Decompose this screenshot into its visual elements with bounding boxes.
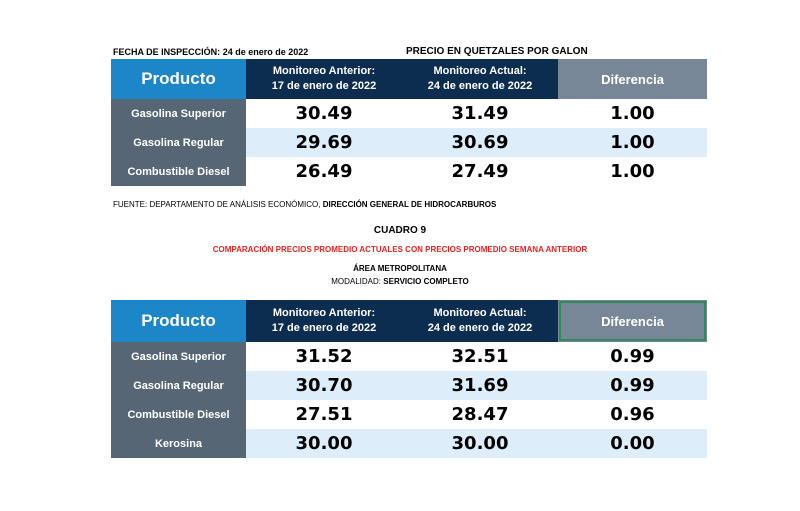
column-header-actual-line2: 24 de enero de 2022 <box>427 322 533 334</box>
modalidad-line: MODALIDAD: SERVICIO COMPLETO <box>0 277 800 286</box>
column-header-actual: Monitoreo Actual: 24 de enero de 2022 <box>402 59 558 99</box>
table-header-row: Producto Monitoreo Anterior: 17 de enero… <box>111 300 707 342</box>
price-anterior: 30.00 <box>246 429 402 458</box>
column-header-diferencia[interactable]: Diferencia <box>558 300 707 342</box>
price-actual: 30.69 <box>402 128 558 157</box>
column-header-anterior-line2: 17 de enero de 2022 <box>271 322 377 334</box>
price-anterior: 29.69 <box>246 128 402 157</box>
product-name: Gasolina Superior <box>111 342 246 371</box>
product-name: Kerosina <box>111 429 246 458</box>
inspection-date-label: FECHA DE INSPECCIÓN: <box>113 47 221 57</box>
price-anterior: 27.51 <box>246 400 402 429</box>
product-name: Gasolina Regular <box>111 371 246 400</box>
inspection-date: FECHA DE INSPECCIÓN: 24 de enero de 2022 <box>113 47 308 57</box>
column-header-anterior-line1: Monitoreo Anterior: <box>272 307 376 319</box>
product-name: Combustible Diesel <box>111 157 246 186</box>
column-header-diferencia: Diferencia <box>558 59 707 99</box>
table-row: Gasolina Regular 29.69 30.69 1.00 <box>111 128 707 157</box>
source-note: FUENTE: DEPARTAMENTO DE ANÁLISIS ECONÓMI… <box>113 200 496 209</box>
price-diferencia: 1.00 <box>558 99 707 128</box>
column-header-anterior: Monitoreo Anterior: 17 de enero de 2022 <box>246 59 402 99</box>
table-row: Combustible Diesel 26.49 27.49 1.00 <box>111 157 707 186</box>
table-header-row: Producto Monitoreo Anterior: 17 de enero… <box>111 59 707 99</box>
comparison-subtitle: COMPARACIÓN PRECIOS PROMEDIO ACTUALES CO… <box>212 245 588 254</box>
price-diferencia: 1.00 <box>558 157 707 186</box>
price-title: PRECIO EN QUETZALES POR GALON <box>406 46 588 57</box>
column-header-actual-line2: 24 de enero de 2022 <box>427 80 533 92</box>
table-row: Combustible Diesel 27.51 28.47 0.96 <box>111 400 707 429</box>
column-header-anterior: Monitoreo Anterior: 17 de enero de 2022 <box>246 300 402 342</box>
product-name: Gasolina Regular <box>111 128 246 157</box>
price-diferencia: 0.00 <box>558 429 707 458</box>
price-diferencia: 0.96 <box>558 400 707 429</box>
price-diferencia: 0.99 <box>558 371 707 400</box>
product-name: Gasolina Superior <box>111 99 246 128</box>
modalidad-label: MODALIDAD: <box>331 277 382 286</box>
area-label: ÁREA METROPOLITANA <box>353 264 447 273</box>
column-header-actual-line1: Monitoreo Actual: <box>433 65 527 77</box>
price-actual: 28.47 <box>402 400 558 429</box>
price-actual: 31.49 <box>402 99 558 128</box>
table-row: Gasolina Superior 31.52 32.51 0.99 <box>111 342 707 371</box>
price-actual: 31.69 <box>402 371 558 400</box>
price-anterior: 30.49 <box>246 99 402 128</box>
price-actual: 27.49 <box>402 157 558 186</box>
price-anterior: 31.52 <box>246 342 402 371</box>
table-row: Gasolina Regular 30.70 31.69 0.99 <box>111 371 707 400</box>
modalidad-value: SERVICIO COMPLETO <box>383 277 469 286</box>
table-row: Kerosina 30.00 30.00 0.00 <box>111 429 707 458</box>
column-header-producto: Producto <box>111 59 246 99</box>
inspection-date-value: 24 de enero de 2022 <box>222 47 309 57</box>
price-table-2: Producto Monitoreo Anterior: 17 de enero… <box>111 300 707 458</box>
price-actual: 32.51 <box>402 342 558 371</box>
column-header-anterior-line2: 17 de enero de 2022 <box>271 80 377 92</box>
price-diferencia: 1.00 <box>558 128 707 157</box>
column-header-anterior-line1: Monitoreo Anterior: <box>272 65 376 77</box>
column-header-actual: Monitoreo Actual: 24 de enero de 2022 <box>402 300 558 342</box>
source-prefix: FUENTE: DEPARTAMENTO DE ANÁLISIS ECONÓMI… <box>113 200 321 209</box>
price-diferencia: 0.99 <box>558 342 707 371</box>
table-row: Gasolina Superior 30.49 31.49 1.00 <box>111 99 707 128</box>
price-anterior: 26.49 <box>246 157 402 186</box>
price-table-1: Producto Monitoreo Anterior: 17 de enero… <box>111 59 707 186</box>
product-name: Combustible Diesel <box>111 400 246 429</box>
column-header-producto: Producto <box>111 300 246 342</box>
cuadro-title: CUADRO 9 <box>373 225 427 236</box>
price-anterior: 30.70 <box>246 371 402 400</box>
column-header-actual-line1: Monitoreo Actual: <box>433 307 527 319</box>
price-actual: 30.00 <box>402 429 558 458</box>
source-emphasis: DIRECCIÓN GENERAL DE HIDROCARBUROS <box>322 200 497 209</box>
